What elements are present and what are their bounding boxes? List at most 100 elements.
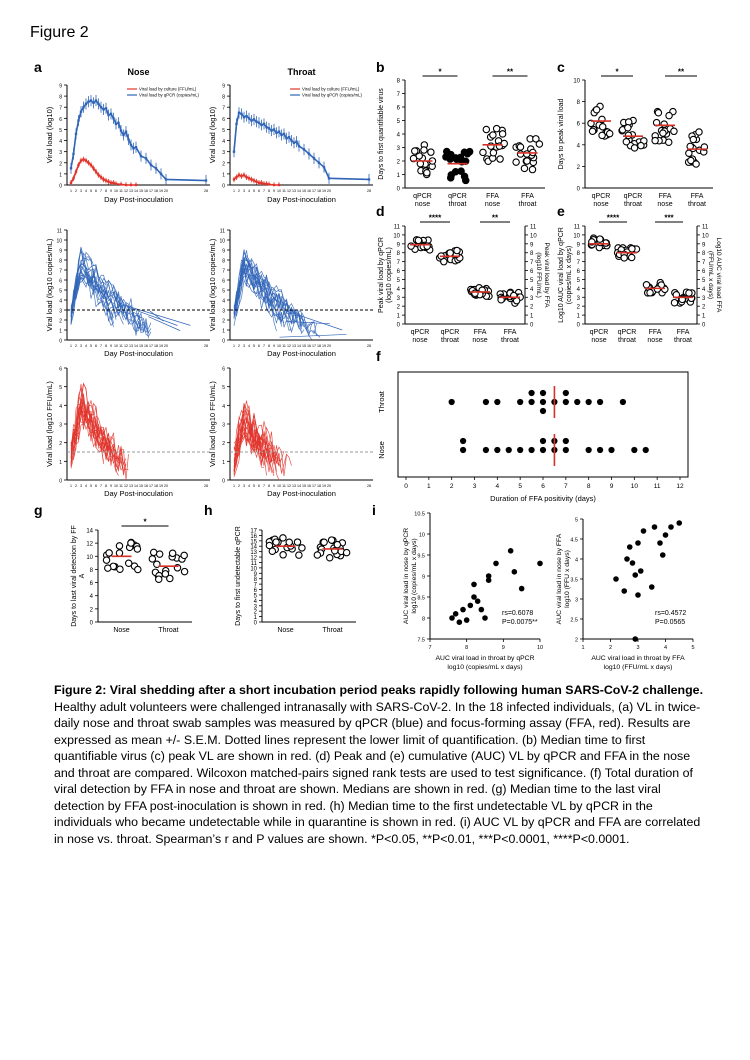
panel-c-category-label: throat [688,201,706,208]
data-point [630,144,639,152]
panel-i2-y-tick-label: 3 [575,598,578,604]
data-point [626,544,633,550]
panel-a6-x-tick-label: 10 [277,484,281,488]
panel-a2-x-tick-label: 18 [317,189,321,193]
panel-i2-x-tick-label: 5 [691,645,694,651]
data-point [640,528,647,534]
data-point [659,552,666,558]
data-point [619,398,627,406]
panel-e-right-y-label: (FFU/mL x days) [707,251,714,299]
data-point [265,541,274,550]
panel-e-category-label: throat [618,337,636,344]
panel-i2-x-tick-label: 3 [636,645,639,651]
panel-f-category-label: Nose [377,441,386,459]
panel-h-y-tick-label: 1 [254,615,258,621]
panel-g-y-tick-label: 4 [90,594,94,600]
panel-a3-x-label: Day Post-inoculation [104,349,173,358]
figure-title: Figure 2 [30,24,89,41]
panel-e-y-tick-label: 5 [577,278,581,284]
panel-i2-y-label: log10 (FFU x days) [564,550,571,608]
data-point [598,122,607,131]
panel-a4-y-tick-label: 10 [219,239,225,245]
data-point [446,249,454,257]
panel-a2-y-tick-label: 1 [222,172,225,178]
panel-i2-stats: P=0.0565 [655,619,685,626]
panel-c-category-label: FFA [659,193,672,200]
panel-a4-x-tick-label: 1 [233,344,235,348]
panel-a2-x-tick-label: 13 [292,189,296,193]
panel-letter-d: d [376,203,385,219]
panel-a2-y-tick-label: 8 [222,95,225,101]
data-point [537,560,543,567]
panel-f-x-tick-label: 0 [404,483,408,490]
panel-h-y-tick-label: 10 [250,566,257,572]
panel-d-y-tick-label: 6 [397,269,401,275]
data-point [651,524,658,530]
panel-c-y-tick-label: 4 [577,143,581,149]
participant-trace [233,257,312,337]
data-point [268,547,277,555]
panel-a1-x-tick-label: 18 [154,189,158,193]
panel-h-y-tick-label: 8 [254,577,258,583]
data-point [631,446,638,454]
panel-a6-y-tick-label: 5 [222,385,225,391]
data-point [659,129,667,137]
panel-a1-y-tick-label: 4 [59,139,62,145]
data-point [448,398,455,406]
panel-i1-stats: P=0.0075** [502,619,538,626]
panel-a1-x-tick-label: 20 [164,189,168,193]
panel-e-y-tick-label: 3 [577,296,581,302]
participant-trace [233,268,295,334]
data-point [518,585,525,592]
panel-e-category-label: nose [591,337,606,344]
panel-i1-y-label: AUC viral load in nose by qPCR [403,528,410,624]
panel-a2-x-tick-label: 19 [322,189,326,193]
significance-label: ** [678,68,685,77]
panel-c-y-tick-label: 8 [577,100,581,106]
data-point [325,553,334,562]
data-point [456,619,463,625]
panel-h-y-tick-label: 7 [254,583,258,589]
data-point [452,611,459,617]
panel-a2-title: Throat [288,67,316,77]
panel-a4-x-tick-label: 28 [367,344,371,348]
panel-f-x-tick-label: 5 [518,483,522,490]
participant-trace [70,401,117,468]
panel-e-y-tick-label: 1 [577,314,581,320]
data-point [293,538,302,546]
participant-trace [70,270,149,339]
panel-a4-x-tick-label: 8 [268,344,270,348]
panel-d-y-tick-label: 1 [397,314,401,320]
panel-a2-x-tick-label: 10 [277,189,281,193]
panel-a5-x-tick-label: 15 [139,484,143,488]
panel-a1-x-tick-label: 9 [110,189,112,193]
panel-a3-y-tick-label: 4 [59,299,62,305]
panel-i2-x-label: log10 (FFU/mL x days) [604,664,673,671]
panel-a3-y-tick-label: 5 [59,289,62,295]
panel-g-category-label: Throat [158,627,178,634]
data-point [516,150,525,158]
panel-d-y-tick-label: 9 [397,242,401,248]
panel-a4-x-tick-label: 3 [243,344,245,348]
panel-f-x-tick-label: 1 [427,483,431,490]
panel-e-right-tick-label: 9 [702,242,706,248]
panel-b-y-tick-label: 3 [397,146,401,152]
data-point [596,235,604,243]
panel-a6-x-tick-label: 14 [297,484,301,488]
panel-f-x-tick-label: 8 [587,483,591,490]
panel-a5-x-tick-label: 13 [129,484,133,488]
panel-e-right-tick-label: 5 [702,278,706,284]
data-point [596,398,604,406]
panel-f-category-label: Throat [377,390,386,413]
panel-e-y-label: (copies/mL x days) [566,246,573,304]
data-point [471,289,479,298]
panel-a3-x-tick-label: 16 [144,344,148,348]
panel-a4-x-tick-label: 15 [302,344,306,348]
panel-e-right-tick-label: 7 [702,260,706,266]
data-point [562,398,569,406]
panel-f-x-tick-label: 11 [654,483,661,490]
panel-b-category-label: throat [519,201,537,208]
panel-a2-x-tick-label: 28 [367,189,371,193]
data-point [463,617,470,623]
panel-a5-y-tick-label: 0 [59,479,62,485]
